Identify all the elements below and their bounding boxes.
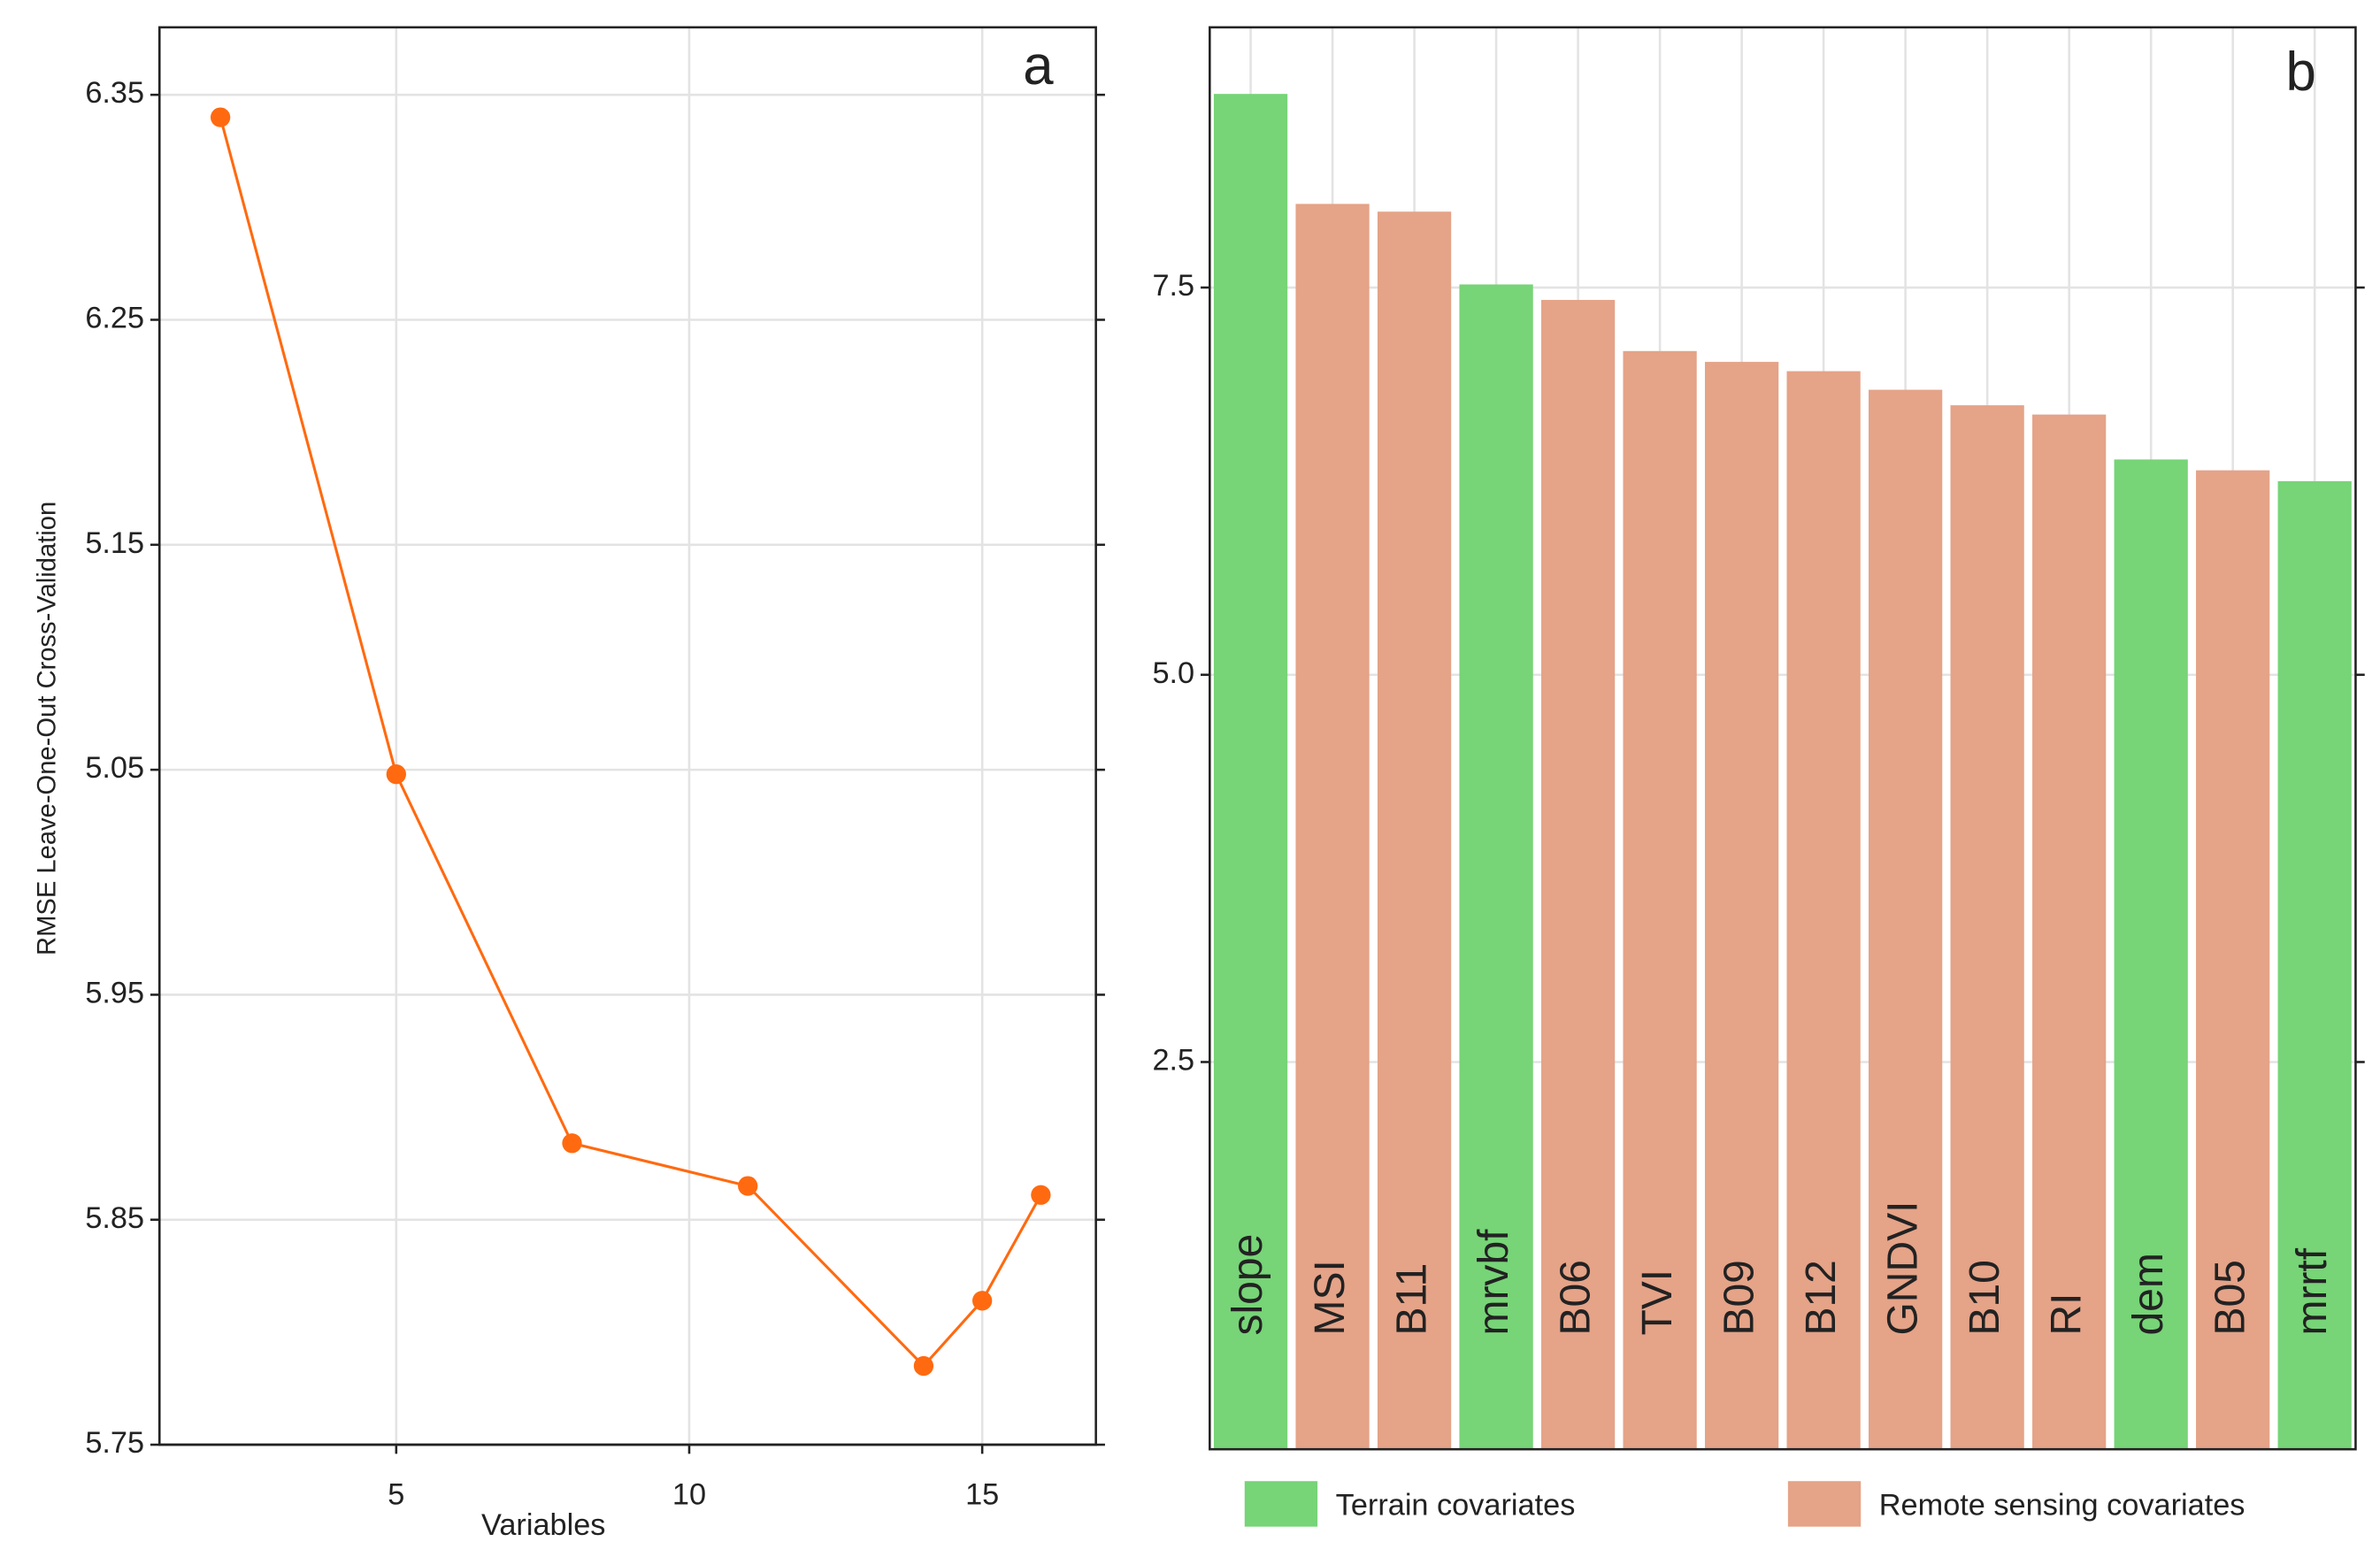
- bar: [2032, 414, 2107, 1450]
- bar-label: B05: [2207, 1260, 2253, 1335]
- bar: [1704, 362, 1779, 1450]
- y-tick-label: 5.15: [85, 526, 144, 560]
- bar: [1459, 284, 1533, 1450]
- y-tick-label: 5.05: [85, 751, 144, 785]
- y-tick-label: 6.25: [85, 302, 144, 335]
- bar-label: RI: [2043, 1293, 2090, 1336]
- data-point: [913, 1355, 934, 1377]
- bar-label: B12: [1798, 1260, 1845, 1335]
- legend-swatch: [1244, 1481, 1318, 1527]
- bar: [1950, 405, 2024, 1450]
- data-point: [386, 764, 406, 785]
- bar-label: mrrtf: [2289, 1247, 2336, 1335]
- y-tick-label: 5.95: [85, 976, 144, 1009]
- data-point: [562, 1133, 582, 1154]
- y-tick-label: 7.5: [1152, 269, 1194, 303]
- bar-label: TVI: [1634, 1269, 1681, 1336]
- legend-label: Terrain covariates: [1336, 1488, 1576, 1522]
- y-tick-label: 5.85: [85, 1201, 144, 1235]
- data-point: [210, 107, 231, 127]
- plot-frame: [1209, 26, 2357, 1451]
- panel-label: b: [2286, 42, 2316, 103]
- bar: [1868, 389, 1943, 1450]
- bar: [2114, 459, 2188, 1450]
- data-line: [219, 117, 1042, 1369]
- y-tick-label: 5.0: [1152, 656, 1194, 690]
- data-point: [1031, 1185, 1051, 1205]
- x-tick-label: 15: [965, 1477, 999, 1511]
- bar: [1786, 371, 1861, 1450]
- bar-label: B11: [1388, 1263, 1435, 1336]
- panel-label: a: [1023, 35, 1054, 96]
- bar: [1295, 203, 1370, 1450]
- bar-label: B10: [1962, 1260, 2008, 1335]
- data-point: [972, 1291, 993, 1311]
- x-tick-label: 5: [388, 1477, 404, 1511]
- bar-label: dem: [2125, 1253, 2172, 1335]
- legend-swatch: [1787, 1481, 1862, 1527]
- bar-label: MSI: [1307, 1260, 1354, 1335]
- x-axis-label: Variables: [481, 1508, 605, 1542]
- y-axis-label: RMSE Leave-One-Out Cross-Validation: [34, 502, 62, 955]
- bar: [2277, 480, 2352, 1450]
- bar: [1377, 211, 1452, 1450]
- bar-label: mrvbf: [1470, 1229, 1517, 1336]
- y-tick-label: 2.5: [1152, 1044, 1194, 1078]
- x-tick-label: 10: [672, 1477, 706, 1511]
- bar-label: B06: [1552, 1260, 1599, 1335]
- bar: [1623, 350, 1697, 1450]
- data-point: [738, 1176, 758, 1196]
- bar-label: B09: [1716, 1260, 1762, 1335]
- bar-label: GNDVI: [1879, 1200, 1926, 1335]
- bar: [1213, 94, 1288, 1450]
- plot-frame: [157, 26, 1097, 1446]
- bar: [1540, 300, 1616, 1450]
- legend-label: Remote sensing covariates: [1879, 1488, 2246, 1522]
- bar-label: slope: [1225, 1234, 1271, 1336]
- y-tick-label: 6.35: [85, 76, 144, 110]
- bar: [2196, 470, 2270, 1450]
- y-tick-label: 5.75: [85, 1426, 144, 1460]
